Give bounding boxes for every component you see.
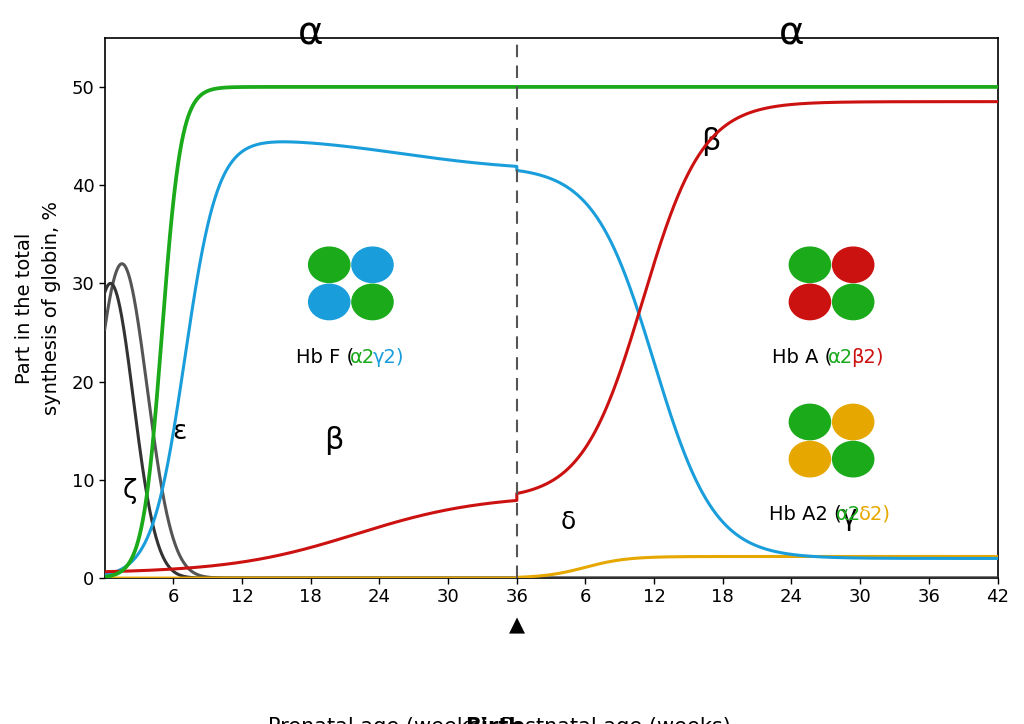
Text: ▲: ▲ bbox=[509, 615, 525, 636]
Circle shape bbox=[352, 247, 393, 282]
Y-axis label: Part in the total
synthesis of globin, %: Part in the total synthesis of globin, % bbox=[15, 201, 60, 415]
Circle shape bbox=[833, 442, 873, 477]
Text: β: β bbox=[324, 426, 343, 455]
Text: α2: α2 bbox=[350, 348, 375, 366]
Text: Prenatal age (weeks): Prenatal age (weeks) bbox=[268, 717, 495, 724]
Circle shape bbox=[790, 247, 830, 282]
Text: δ: δ bbox=[561, 510, 575, 534]
Text: α: α bbox=[778, 14, 804, 53]
Text: γ: γ bbox=[841, 503, 857, 531]
Text: γ2): γ2) bbox=[373, 348, 404, 366]
Circle shape bbox=[833, 404, 873, 439]
Circle shape bbox=[833, 247, 873, 282]
Text: α2: α2 bbox=[828, 348, 853, 366]
Circle shape bbox=[308, 285, 350, 319]
Text: ζ: ζ bbox=[123, 479, 137, 505]
Text: ε: ε bbox=[172, 419, 186, 445]
Text: β: β bbox=[701, 127, 721, 156]
Text: Hb A (: Hb A ( bbox=[772, 348, 833, 366]
Circle shape bbox=[308, 247, 350, 282]
Text: Birth: Birth bbox=[465, 717, 523, 724]
Text: Postnatal age (weeks): Postnatal age (weeks) bbox=[495, 717, 731, 724]
Text: α: α bbox=[298, 14, 324, 53]
Text: β2): β2) bbox=[851, 348, 884, 366]
Text: δ2): δ2) bbox=[859, 505, 891, 523]
Text: α2: α2 bbox=[837, 505, 861, 523]
Text: Hb A2 (: Hb A2 ( bbox=[769, 505, 842, 523]
Text: Hb F (: Hb F ( bbox=[296, 348, 354, 366]
Circle shape bbox=[790, 285, 830, 319]
Circle shape bbox=[352, 285, 393, 319]
Circle shape bbox=[833, 285, 873, 319]
Circle shape bbox=[790, 404, 830, 439]
Circle shape bbox=[790, 442, 830, 477]
